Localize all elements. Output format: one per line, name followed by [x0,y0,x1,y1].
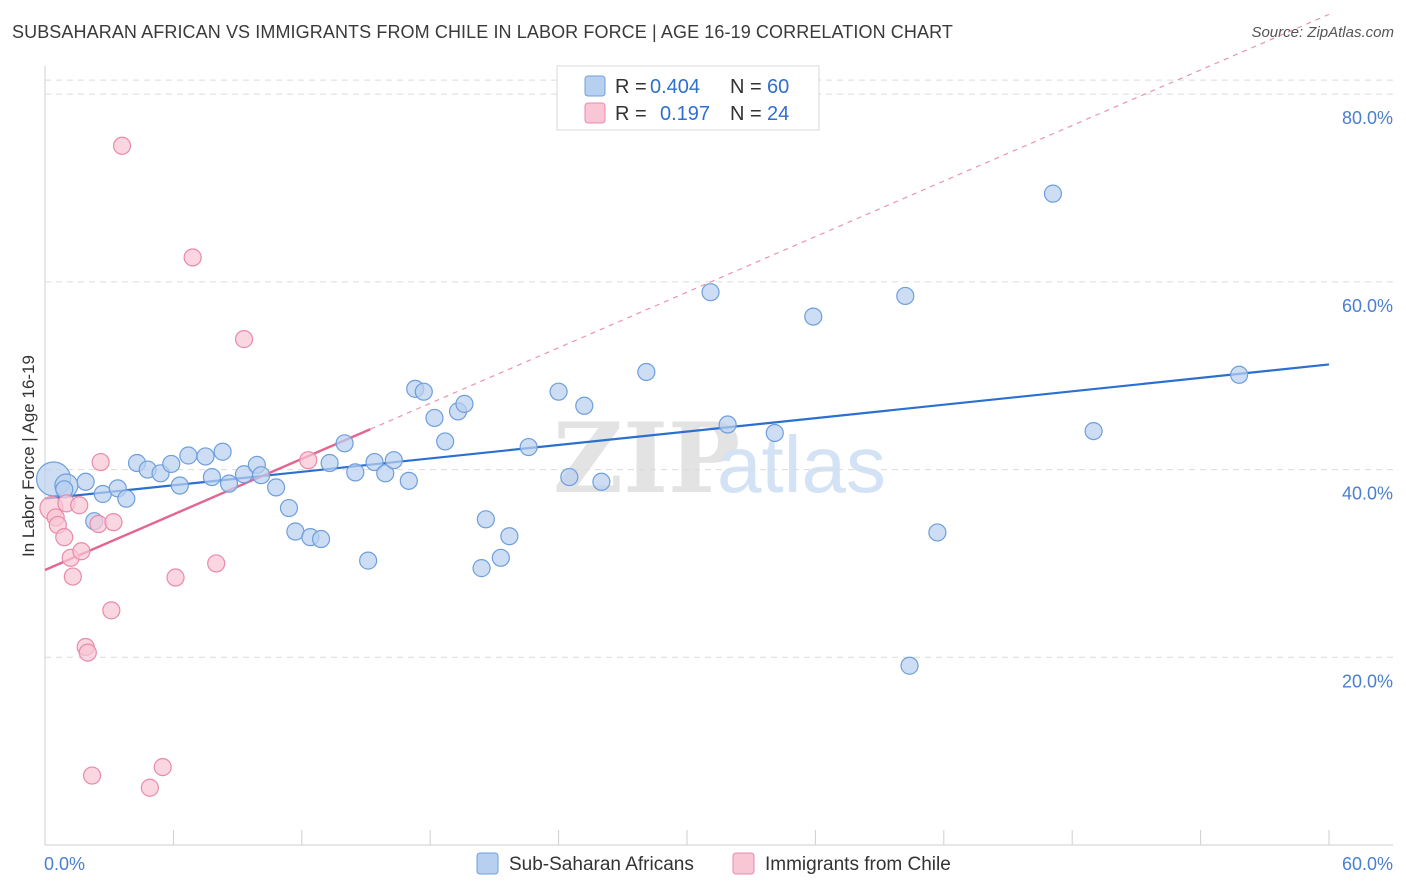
point-subsaharan-10 [162,454,181,474]
y-tick-labels: 20.0% 40.0% 60.0% 80.0% [1342,108,1393,691]
legend-n-label-1: N = [730,103,762,125]
point-chile-13 [91,452,110,472]
series-legend-swatch-pink [732,852,755,875]
point-subsaharan-35 [425,408,444,428]
point-subsaharan-15 [213,442,232,461]
point-chile-11 [82,766,102,785]
point-subsaharan-41 [491,548,510,567]
point-subsaharan-47 [592,472,611,491]
point-subsaharan-49 [701,283,720,302]
point-subsaharan-2 [76,472,95,491]
point-subsaharan-14 [202,467,222,487]
point-subsaharan-27 [346,463,365,482]
legend-swatch-pink [584,102,606,124]
series-legend-swatch-blue [476,852,499,875]
point-chile-22 [234,330,254,349]
point-subsaharan-58 [1230,365,1249,384]
point-subsaharan-39 [472,559,491,578]
point-subsaharan-29 [365,452,384,472]
x-tick-label-max: 60.0% [1342,854,1393,874]
point-subsaharan-53 [896,286,915,306]
data-points [35,136,1249,797]
point-subsaharan-57 [1084,421,1103,441]
point-subsaharan-21 [279,498,299,518]
point-subsaharan-26 [335,434,354,453]
point-chile-23 [299,451,318,470]
legend-r-value-1: 0.197 [660,103,710,125]
point-subsaharan-36 [436,432,455,451]
point-chile-15 [104,513,123,532]
point-subsaharan-25 [320,453,339,473]
point-chile-7 [70,496,89,515]
legend-n-value-1: 24 [767,103,789,125]
point-chile-21 [207,554,226,573]
point-subsaharan-38 [455,394,474,413]
point-subsaharan-20 [267,478,286,497]
source-credit: Source: ZipAtlas.com [1251,24,1394,41]
series-legend: Sub-Saharan Africans Immigrants from Chi… [476,852,951,875]
trend-line-chile-extension [370,13,1330,430]
point-chile-17 [140,778,159,797]
point-subsaharan-46 [575,396,594,415]
series-legend-label-1: Immigrants from Chile [765,854,951,875]
point-chile-10 [78,643,97,662]
point-chile-18 [153,757,172,777]
point-subsaharan-54 [900,656,919,675]
y-tick-label-20: 20.0% [1342,671,1393,691]
legend-r-label-0: R = [615,76,647,98]
point-chile-3 [55,528,74,547]
point-chile-19 [166,568,185,587]
trend-line-chile [44,428,371,572]
legend-n-label-0: N = [730,76,762,98]
x-tick-label-min: 0.0% [44,854,85,874]
point-chile-16 [112,136,132,155]
point-subsaharan-28 [359,551,378,570]
point-subsaharan-31 [384,451,403,470]
gridlines [45,79,1393,658]
legend-r-value-0: 0.404 [650,76,700,98]
point-subsaharan-45 [560,467,579,487]
point-subsaharan-5 [117,489,136,508]
point-subsaharan-43 [519,437,538,457]
point-subsaharan-11 [170,476,189,495]
watermark-atlas: atlas [717,420,886,509]
stats-legend: R = 0.404 N = 60 R = 0.197 N = 24 [556,65,820,131]
point-chile-6 [63,567,82,586]
y-tick-label-40: 40.0% [1342,484,1393,504]
point-chile-20 [183,248,202,267]
y-tick-label-60: 60.0% [1342,296,1393,316]
point-subsaharan-51 [765,423,784,443]
point-subsaharan-52 [804,307,823,326]
point-subsaharan-56 [1043,184,1063,203]
point-subsaharan-30 [376,464,395,483]
point-subsaharan-19 [252,466,271,485]
point-subsaharan-50 [718,415,737,434]
point-subsaharan-12 [179,446,198,465]
point-chile-12 [89,514,108,534]
legend-swatch-blue [584,75,606,97]
point-subsaharan-13 [196,447,215,466]
point-subsaharan-16 [219,474,239,493]
series-legend-label-0: Sub-Saharan Africans [509,854,694,875]
point-subsaharan-34 [414,382,433,401]
legend-n-value-0: 60 [767,76,789,98]
point-subsaharan-55 [928,523,947,542]
point-subsaharan-32 [399,471,418,490]
chart-title: SUBSAHARAN AFRICAN VS IMMIGRANTS FROM CH… [12,22,953,42]
point-subsaharan-48 [637,362,656,382]
point-chile-8 [72,542,91,561]
y-axis-label: In Labor Force | Age 16-19 [19,355,38,557]
point-chile-14 [102,601,121,620]
watermark-zip: ZIP [553,402,740,515]
point-subsaharan-42 [500,527,519,546]
x-ticks [44,830,1330,845]
y-tick-label-80: 80.0% [1342,108,1393,128]
point-subsaharan-40 [476,510,495,529]
point-subsaharan-44 [549,382,568,401]
point-subsaharan-24 [311,529,331,549]
legend-r-label-1: R = [615,103,647,125]
